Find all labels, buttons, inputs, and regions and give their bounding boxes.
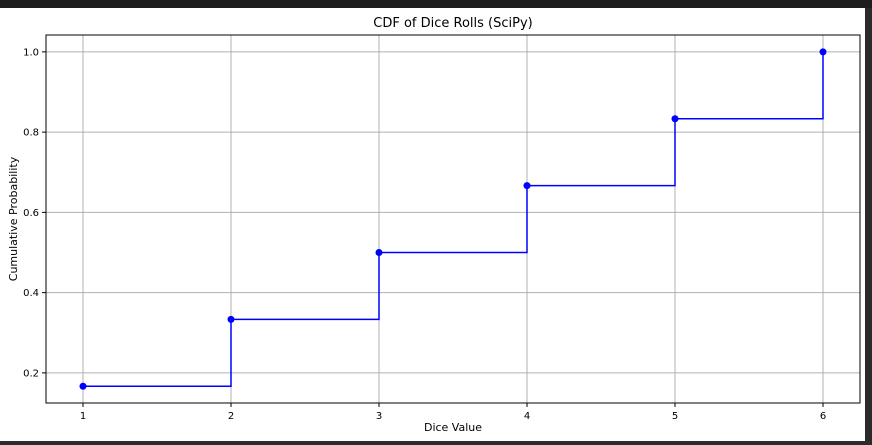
cdf-point bbox=[79, 382, 87, 390]
x-tick-label: 6 bbox=[820, 411, 826, 422]
x-tick-label: 3 bbox=[376, 411, 382, 422]
cdf-point bbox=[227, 315, 235, 323]
y-tick-label: 0.4 bbox=[23, 288, 39, 299]
y-tick-label: 0.8 bbox=[23, 128, 39, 139]
x-tick-label: 2 bbox=[228, 411, 234, 422]
chart-figure: 1 2 3 4 5 6 0.2 0.4 0.6 0.8 1.0 CDF of Dice Rolls… bbox=[0, 8, 865, 441]
cdf-step-line bbox=[83, 51, 824, 388]
y-tick-label: 0.6 bbox=[23, 208, 39, 219]
chart-title: CDF of Dice Rolls (SciPy) bbox=[373, 16, 532, 31]
grid bbox=[46, 35, 860, 403]
plot-area-frame bbox=[45, 34, 861, 404]
cdf-point bbox=[671, 115, 679, 123]
cdf-series bbox=[79, 48, 827, 390]
window-top-strip bbox=[0, 0, 872, 8]
cdf-point bbox=[375, 249, 383, 257]
x-axis-ticks: 1 2 3 4 5 6 bbox=[80, 403, 826, 422]
y-tick-label: 0.2 bbox=[23, 368, 39, 379]
cdf-point bbox=[819, 48, 827, 56]
y-tick-label: 1.0 bbox=[23, 47, 39, 58]
cdf-point bbox=[523, 182, 531, 190]
x-tick-label: 1 bbox=[80, 411, 86, 422]
x-tick-label: 5 bbox=[672, 411, 678, 422]
x-axis-label: Dice Value bbox=[424, 421, 482, 434]
y-axis-ticks: 0.2 0.4 0.6 0.8 1.0 bbox=[23, 47, 46, 379]
y-axis-label: Cumulative Probability bbox=[7, 156, 20, 281]
x-tick-label: 4 bbox=[524, 411, 530, 422]
cdf-chart: 1 2 3 4 5 6 0.2 0.4 0.6 0.8 1.0 CDF of Dice Rolls… bbox=[7, 16, 861, 434]
